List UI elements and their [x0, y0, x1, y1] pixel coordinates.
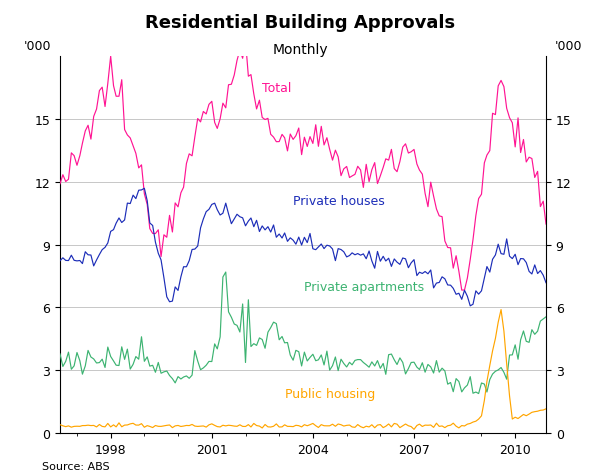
Text: Monthly: Monthly: [272, 43, 328, 57]
Text: Residential Building Approvals: Residential Building Approvals: [145, 14, 455, 32]
Text: Public housing: Public housing: [284, 387, 375, 400]
Text: Total: Total: [262, 82, 292, 95]
Text: Private apartments: Private apartments: [304, 280, 425, 293]
Text: Source: ABS: Source: ABS: [42, 461, 110, 471]
Text: '000: '000: [23, 40, 51, 53]
Text: Private houses: Private houses: [293, 195, 385, 208]
Text: '000: '000: [555, 40, 583, 53]
